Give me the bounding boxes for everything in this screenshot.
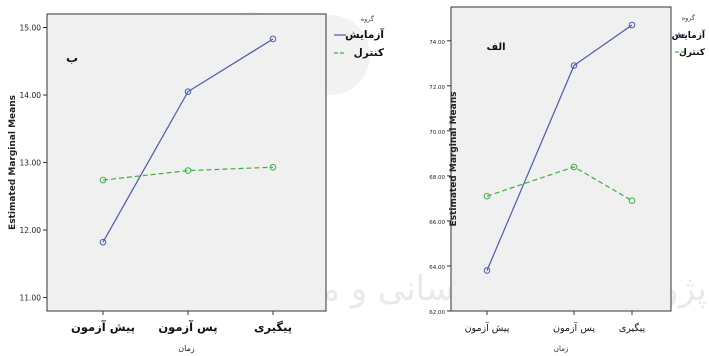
data-point [184,167,192,174]
data-point [483,192,491,200]
series-line [486,166,633,202]
x-tick-label: پیگیری [619,322,646,334]
data-point [99,176,107,184]
data-point [628,197,636,204]
chart-panel: 11.00 12.00 13.00 14.00 15.00 پیش آزمون پس آزم… [8,13,385,353]
y-tick-label: 68.00 [429,175,445,181]
data-point [269,163,277,171]
y-tick-label: 11.00 [20,294,42,303]
y-tick-label: 15.00 [20,24,42,33]
series-line [102,166,274,181]
y-tick-label: 66.00 [429,220,445,226]
legend-title: گروه [682,14,696,22]
y-tick-label: 64.00 [429,265,445,271]
x-tick-label: پیش آزمون [71,320,135,335]
legend-label: کنترل [679,48,706,58]
plot-area [46,13,327,312]
y-tick-label: 74.00 [429,40,445,46]
x-tick-label: پس آزمون [158,320,217,335]
x-tick-label: پیش آزمون [465,321,510,334]
legend-label: آزمایش [672,29,706,41]
y-axis-label: Estimated Marginal Means [8,95,18,230]
data-point [570,62,578,69]
chart-panel: 62.00 64.00 66.00 68.00 70.00 72.00 74.00 پیش آ… [429,6,706,353]
y-tick-label: 13.00 [20,159,42,168]
legend-label: کنترل [354,47,385,59]
data-point [570,163,578,171]
data-point [184,88,192,95]
panel-label: ب [66,51,78,65]
series-line [102,38,274,243]
y-tick-label: 70.00 [429,130,445,136]
panel-label: الف [486,42,505,53]
y-tick-label: 14.00 [20,91,42,100]
legend-title: گروه [361,15,375,23]
data-point [269,35,277,43]
x-tick-label: پیگیری [254,320,292,334]
data-point [483,267,491,274]
data-point [99,238,107,246]
y-tick-label: 62.00 [429,310,445,316]
y-tick-label: 72.00 [429,85,445,91]
x-axis-label: زمان [178,344,195,353]
series-line [486,24,633,271]
y-axis-label: Estimated Marginal Means [449,92,459,227]
x-tick-label: پس آزمون [553,321,595,334]
legend-label: آزمایش [345,28,384,41]
data-point [628,21,636,29]
y-tick-label: 12.00 [20,226,42,235]
plot-area [450,6,672,312]
x-axis-label: زمان [554,345,568,353]
charts-container: 11.00 12.00 13.00 14.00 15.00 پیش آزمون پس آزم… [8,6,706,353]
